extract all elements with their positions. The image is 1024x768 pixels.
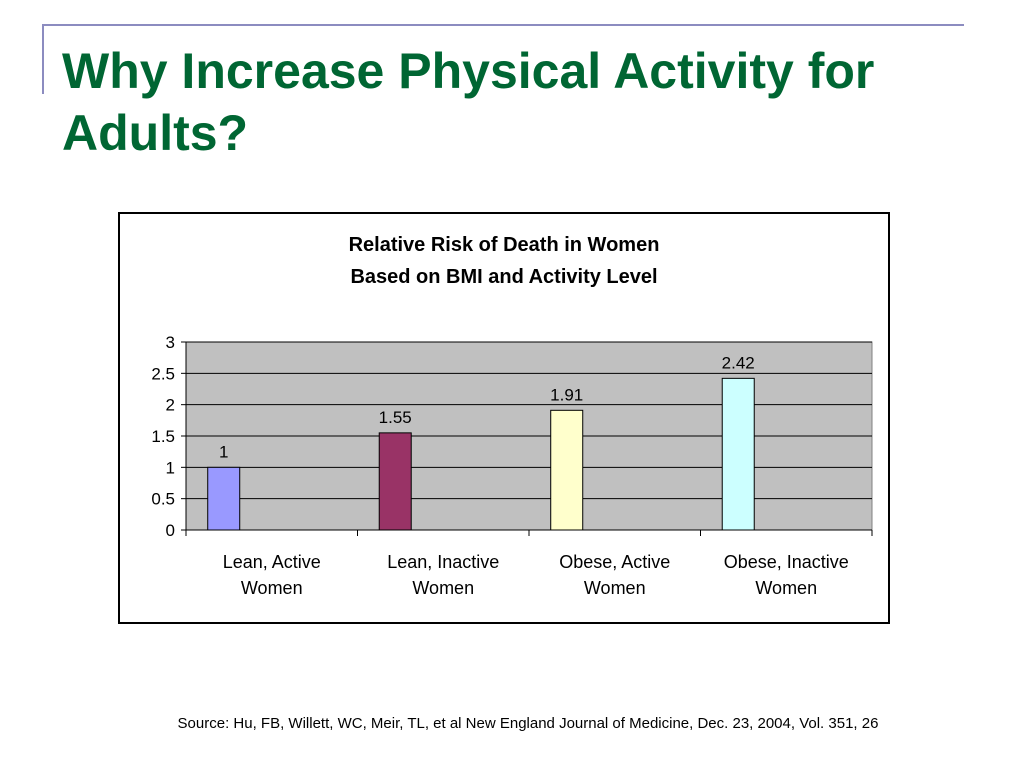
data-label-2: 1.55 [379,408,412,427]
y-tick-label: 2 [166,396,175,415]
data-label-3: 1.91 [550,385,583,404]
data-label-4: 2.42 [722,353,755,372]
title-accent-side-rule [42,24,44,94]
chart-frame: Relative Risk of Death in Women Based on … [118,212,890,624]
y-tick-label: 0.5 [151,490,175,509]
bar-4 [721,377,755,531]
y-tick-label: 1 [166,458,175,477]
y-tick-label: 2.5 [151,364,175,383]
bar-3 [550,409,584,531]
category-label-2: Women [412,578,474,598]
bar-1 [207,466,241,531]
y-tick-label: 3 [166,333,175,352]
category-label-3: Obese, Active [559,552,670,572]
slide-title: Why Increase Physical Activity for Adult… [62,43,875,161]
category-label-1: Women [241,578,303,598]
category-label-2: Lean, Inactive [387,552,499,572]
y-tick-label: 1.5 [151,427,175,446]
y-tick-label: 0 [166,521,175,540]
category-label-4: Obese, Inactive [724,552,849,572]
chart-title-line-2: Based on BMI and Activity Level [350,266,657,288]
bar-2 [378,432,412,531]
category-label-4: Women [755,578,817,598]
data-label-1: 1 [219,442,228,461]
category-label-1: Lean, Active [223,552,321,572]
category-label-3: Women [584,578,646,598]
source-citation: Source: Hu, FB, Willett, WC, Meir, TL, e… [177,715,879,732]
chart-title-line-1: Relative Risk of Death in Women [349,234,660,256]
bar-chart: Relative Risk of Death in Women Based on … [151,234,873,598]
title-accent-rule [42,24,964,26]
